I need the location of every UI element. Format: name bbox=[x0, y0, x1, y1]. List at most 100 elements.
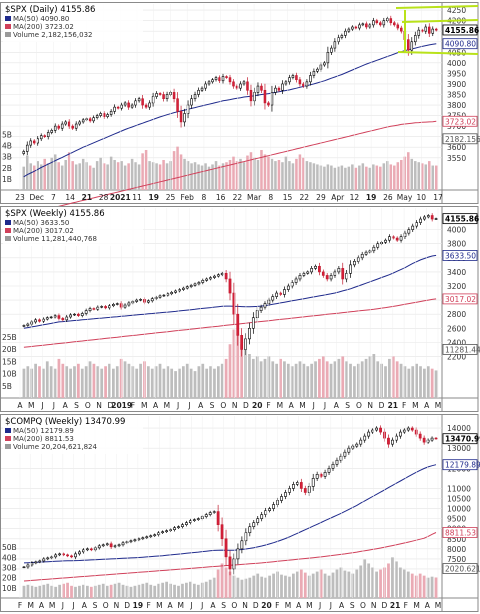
candle-body bbox=[415, 222, 418, 227]
date-tick-label: M bbox=[285, 601, 291, 610]
candle-body bbox=[192, 519, 196, 521]
candle-body bbox=[53, 125, 57, 131]
candle-body bbox=[62, 553, 65, 556]
price-tick-label: 11000 bbox=[447, 484, 471, 493]
volume-bar bbox=[434, 165, 438, 190]
candle-body bbox=[113, 545, 117, 548]
candle-body bbox=[248, 526, 252, 534]
volume-bar bbox=[393, 165, 396, 190]
value-badge bbox=[442, 459, 478, 471]
volume-bar bbox=[309, 162, 312, 190]
candle-body bbox=[173, 527, 176, 531]
annotation-line bbox=[401, 19, 479, 23]
volume-bar bbox=[169, 583, 172, 598]
ma200-line bbox=[23, 120, 437, 216]
volume-bar bbox=[74, 586, 77, 598]
date-tick-label: 2019 bbox=[111, 401, 132, 410]
volume-bar bbox=[220, 563, 224, 598]
date-tick-label: 12 bbox=[350, 193, 360, 202]
candle-body bbox=[193, 283, 197, 286]
date-tick-label: 16 bbox=[216, 193, 226, 202]
volume-bar bbox=[349, 363, 352, 398]
candle-body bbox=[395, 435, 398, 441]
volume-bar bbox=[419, 366, 422, 398]
candle-body bbox=[256, 85, 260, 93]
volume-tick-label: 5B bbox=[2, 382, 12, 391]
volume-bar bbox=[298, 154, 302, 190]
candle-body bbox=[399, 236, 403, 241]
candle-body bbox=[414, 35, 417, 43]
volume-bar bbox=[148, 161, 151, 190]
candle-body bbox=[69, 314, 72, 318]
candle-body bbox=[74, 553, 77, 558]
volume-tick-label: 10B bbox=[2, 584, 17, 593]
volume-bar bbox=[172, 151, 176, 190]
volume-bar bbox=[311, 573, 315, 598]
candle-body bbox=[421, 29, 424, 32]
candle-body bbox=[335, 459, 339, 465]
volume-bar bbox=[73, 366, 76, 398]
volume-bar bbox=[337, 358, 341, 398]
date-tick-label: O bbox=[85, 401, 91, 410]
date-tick-label: J bbox=[189, 601, 192, 610]
volume-bar bbox=[410, 158, 414, 190]
candle-body bbox=[263, 89, 267, 104]
volume-bar bbox=[360, 361, 364, 398]
candle-body bbox=[318, 265, 321, 273]
legend-swatch bbox=[5, 428, 11, 433]
candle-body bbox=[248, 327, 251, 340]
candle-body bbox=[78, 121, 81, 125]
legend-label: MA(50) 12179.89 bbox=[13, 427, 74, 435]
volume-bar bbox=[158, 363, 162, 398]
date-tick-label: A bbox=[63, 401, 69, 410]
date-tick-label: 21 bbox=[82, 193, 92, 202]
candle-body bbox=[113, 106, 116, 112]
volume-bar bbox=[106, 164, 109, 190]
volume-bar bbox=[108, 363, 111, 398]
volume-bar bbox=[181, 366, 185, 398]
date-tick-label: M bbox=[413, 601, 419, 610]
volume-bar bbox=[305, 161, 309, 190]
candle-body bbox=[351, 445, 355, 449]
candle-body bbox=[162, 294, 166, 297]
volume-bar bbox=[376, 361, 380, 398]
volume-bar bbox=[318, 358, 321, 398]
candle-body bbox=[45, 317, 49, 320]
date-tick-label: J bbox=[40, 401, 43, 410]
date-tick-label: F bbox=[18, 601, 22, 610]
candle-body bbox=[213, 275, 216, 278]
value-badge-label: 4090.80 bbox=[445, 40, 476, 49]
volume-bar bbox=[286, 363, 290, 398]
volume-bar bbox=[50, 585, 54, 598]
candle-body bbox=[64, 121, 67, 125]
volume-bar bbox=[130, 158, 134, 190]
volume-bar bbox=[179, 154, 183, 190]
date-tick-label: A bbox=[210, 601, 216, 610]
volume-bar bbox=[42, 584, 46, 598]
candle-body bbox=[365, 23, 368, 28]
volume-bar bbox=[214, 161, 218, 190]
volume-bar bbox=[82, 584, 85, 598]
volume-bar bbox=[251, 358, 255, 398]
volume-bar bbox=[375, 165, 379, 190]
date-tick-label: 11 bbox=[132, 193, 142, 202]
candle-body bbox=[121, 542, 125, 546]
candle-body bbox=[424, 26, 428, 32]
candle-body bbox=[240, 540, 244, 550]
volume-bar bbox=[38, 366, 41, 398]
annotation-line bbox=[395, 5, 479, 9]
volume-bar bbox=[145, 582, 149, 598]
volume-bar bbox=[155, 163, 158, 190]
candle-body bbox=[353, 261, 356, 266]
legend-swatch bbox=[5, 236, 11, 241]
volume-bar bbox=[379, 569, 382, 598]
volume-bar bbox=[239, 158, 242, 190]
date-tick-label: 8 bbox=[202, 193, 207, 202]
candle-body bbox=[102, 113, 106, 117]
date-tick-label: 21 bbox=[390, 601, 400, 610]
chart-panel-1: 4250420041504100405040003950390038503800… bbox=[0, 2, 480, 216]
date-tick-label: J bbox=[323, 401, 326, 410]
price-tick-label: 10500 bbox=[447, 495, 471, 504]
volume-tick-label: 20B bbox=[2, 574, 17, 583]
candle-body bbox=[80, 313, 84, 316]
